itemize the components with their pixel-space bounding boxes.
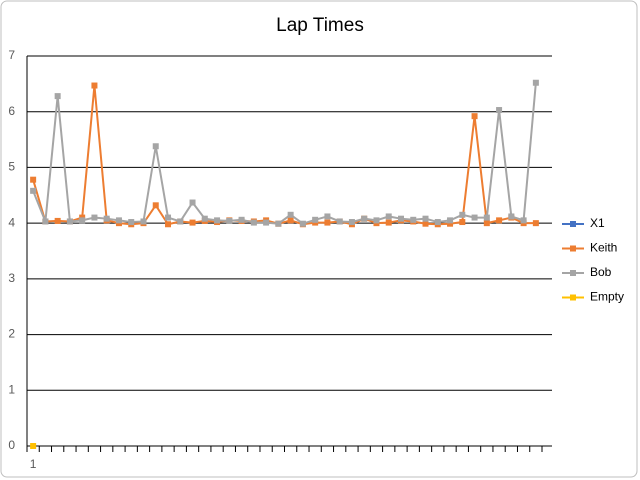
point — [336, 218, 343, 225]
point — [508, 213, 515, 220]
point — [447, 220, 454, 227]
legend-marker — [570, 270, 576, 276]
y-tick-label: 7 — [8, 48, 15, 62]
legend-label: Bob — [590, 265, 612, 279]
point — [30, 187, 37, 194]
point — [434, 219, 441, 226]
y-tick-label: 6 — [8, 104, 15, 118]
point — [459, 219, 466, 226]
point — [348, 219, 355, 226]
y-tick-label: 4 — [8, 215, 15, 229]
point — [214, 217, 221, 224]
point — [128, 219, 135, 226]
x-tick-label: 1 — [30, 457, 37, 471]
point — [532, 220, 539, 227]
y-tick-label: 5 — [8, 160, 15, 174]
point — [226, 217, 233, 224]
point — [238, 216, 245, 223]
chart-title: Lap Times — [276, 15, 364, 36]
point — [91, 82, 98, 89]
y-tick-label: 1 — [8, 382, 15, 396]
point — [422, 220, 429, 227]
point — [324, 219, 331, 226]
point — [275, 220, 282, 227]
point — [250, 219, 257, 226]
point — [42, 218, 49, 225]
point — [397, 215, 404, 222]
point — [447, 217, 454, 224]
point — [103, 215, 110, 222]
point — [91, 214, 98, 221]
point — [152, 202, 159, 209]
point — [532, 79, 539, 86]
point — [471, 214, 478, 221]
legend-label: Empty — [590, 290, 624, 304]
point — [287, 211, 294, 218]
point — [496, 107, 503, 114]
point — [312, 216, 319, 223]
point — [189, 199, 196, 206]
point — [177, 218, 184, 225]
point — [410, 216, 417, 223]
point — [79, 217, 86, 224]
point — [373, 217, 380, 224]
point — [165, 221, 172, 228]
point — [459, 211, 466, 218]
point — [152, 143, 159, 150]
point — [324, 213, 331, 220]
point — [287, 217, 294, 224]
point — [54, 217, 61, 224]
point — [483, 214, 490, 221]
point — [165, 214, 172, 221]
point — [299, 220, 306, 227]
point — [520, 217, 527, 224]
y-tick-label: 3 — [8, 271, 15, 285]
point — [66, 218, 73, 225]
point — [30, 443, 37, 449]
legend-marker — [570, 294, 576, 301]
point — [263, 219, 270, 226]
point — [189, 219, 196, 226]
legend-label: X1 — [590, 216, 605, 230]
point — [54, 93, 61, 100]
legend-marker — [570, 221, 576, 227]
legend-marker — [570, 245, 576, 252]
point — [471, 113, 478, 120]
point — [496, 217, 503, 224]
point — [483, 220, 490, 227]
point — [385, 213, 392, 220]
point — [30, 176, 37, 183]
y-tick-label: 0 — [8, 438, 15, 452]
point — [115, 217, 122, 224]
legend-label: Keith — [590, 241, 617, 255]
point — [385, 219, 392, 226]
point — [201, 215, 208, 222]
point — [361, 215, 368, 222]
point — [140, 218, 147, 225]
y-tick-label: 2 — [8, 327, 15, 341]
point — [422, 215, 429, 222]
